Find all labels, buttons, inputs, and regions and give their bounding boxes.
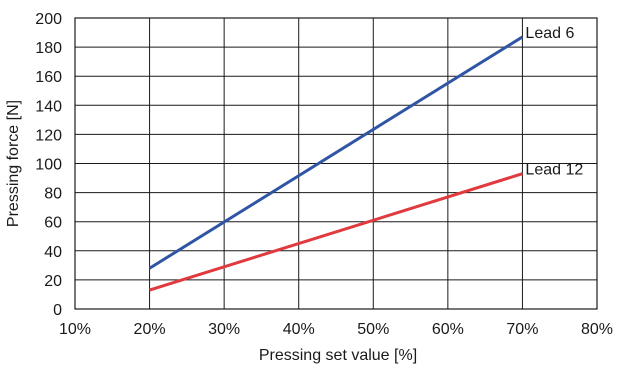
y-tick-label: 100 bbox=[35, 157, 62, 174]
y-tick-label: 200 bbox=[35, 11, 62, 28]
x-tick-label: 70% bbox=[506, 321, 538, 338]
series-lines bbox=[148, 35, 524, 292]
series-line-lead-12 bbox=[149, 172, 523, 292]
y-tick-label: 0 bbox=[53, 302, 62, 319]
y-tick-label: 80 bbox=[44, 186, 62, 203]
series-label: Lead 6 bbox=[525, 25, 574, 42]
x-tick-label: 40% bbox=[283, 321, 315, 338]
x-tick-label: 20% bbox=[134, 321, 166, 338]
y-tick-label: 20 bbox=[44, 273, 62, 290]
y-tick-label: 60 bbox=[44, 215, 62, 232]
x-tick-label: 80% bbox=[581, 321, 613, 338]
series-label: Lead 12 bbox=[525, 162, 583, 179]
y-tick-label: 120 bbox=[35, 127, 62, 144]
x-tick-label: 10% bbox=[59, 321, 91, 338]
y-axis-ticks: 0 20 40 60 80 100 120 140 160 180 200 bbox=[35, 11, 62, 319]
x-tick-label: 60% bbox=[432, 321, 464, 338]
x-tick-label: 50% bbox=[357, 321, 389, 338]
x-axis-ticks: 10% 20% 30% 40% 50% 60% 70% 80% bbox=[59, 321, 613, 338]
y-tick-label: 160 bbox=[35, 69, 62, 86]
grid bbox=[74, 17, 598, 310]
y-tick-label: 40 bbox=[44, 244, 62, 261]
y-axis-title: Pressing force [N] bbox=[5, 100, 22, 227]
series-labels: Lead 6 Lead 12 bbox=[525, 25, 583, 179]
x-tick-label: 30% bbox=[208, 321, 240, 338]
y-tick-label: 180 bbox=[35, 40, 62, 57]
y-tick-label: 140 bbox=[35, 98, 62, 115]
plot-area-border bbox=[74, 17, 598, 310]
x-axis-title: Pressing set value [%] bbox=[259, 347, 417, 364]
series-line-lead-6 bbox=[148, 35, 524, 270]
